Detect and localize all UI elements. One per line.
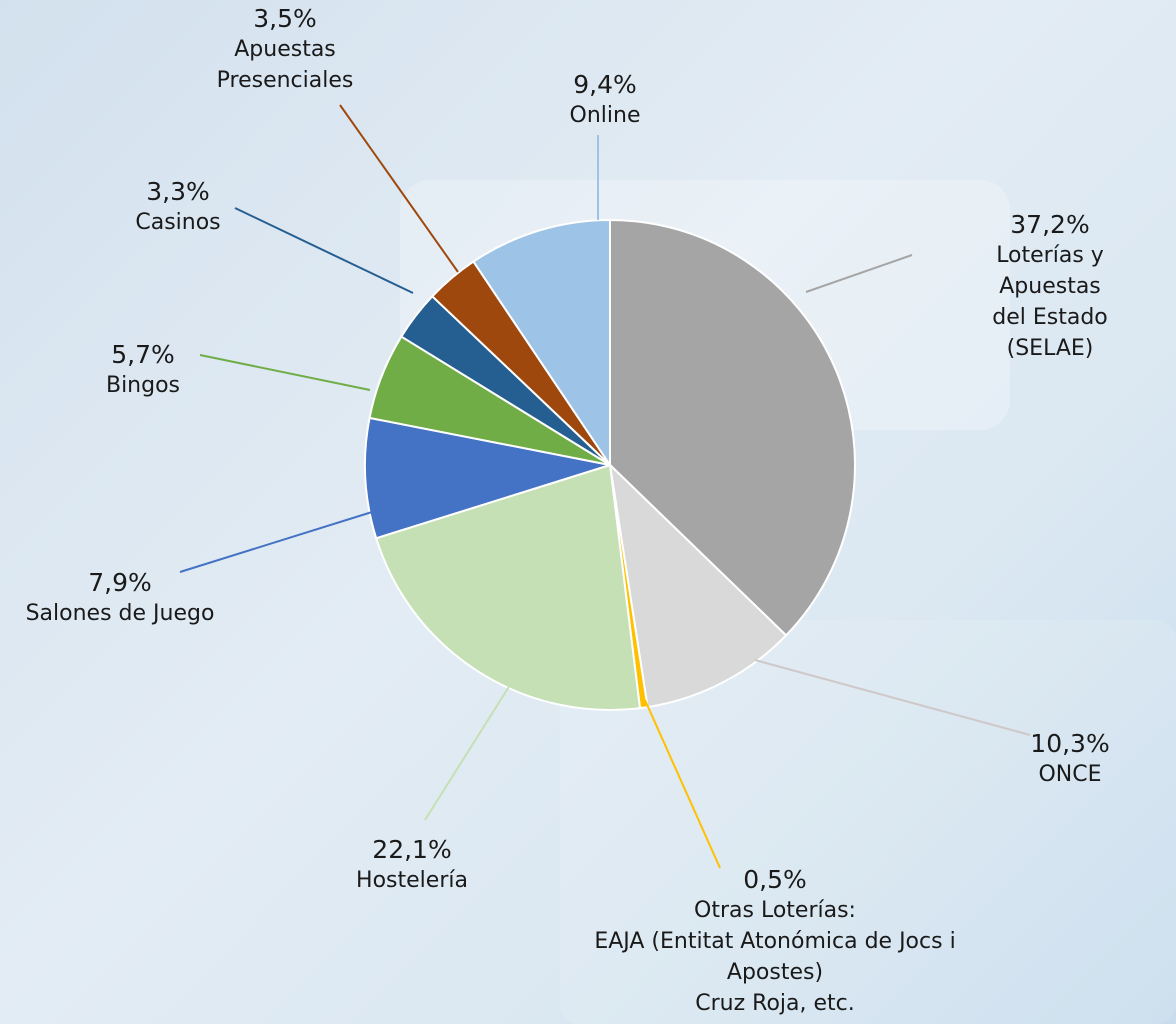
category-label: Loterías y Apuestas del Estado (SELAE) (992, 243, 1108, 361)
value-label: 3,5% (253, 4, 317, 33)
slice-label: 5,7% Bingos (106, 339, 180, 401)
value-label: 10,3% (1030, 729, 1110, 758)
slice-label: 37,2% Loterías y Apuestas del Estado (SEL… (987, 209, 1113, 364)
category-label: Bingos (105, 373, 181, 398)
pie-slice (472, 218, 611, 469)
category-label: Hostelería (356, 868, 468, 893)
leader-line (339, 104, 459, 273)
value-label: 37,2% (1010, 210, 1090, 239)
leader-line (234, 207, 414, 294)
leader-line (424, 684, 511, 821)
slice-label: 3,5% Apuestas Presenciales (217, 3, 354, 96)
pie-slice (608, 462, 788, 709)
leader-line (644, 699, 721, 869)
pie-slice (364, 416, 611, 540)
leader-line (179, 511, 373, 573)
slice-label: 0,5% Otras Loterías: EAJA (Entitat Atonóm… (594, 864, 955, 1019)
category-label: Apuestas Presenciales (216, 37, 354, 93)
slice-label: 9,4% Online (570, 69, 641, 131)
category-label: ONCE (1038, 762, 1102, 787)
slice-label: 3,3% Casinos (135, 176, 220, 238)
leader-line (199, 354, 371, 391)
value-label: 9,4% (573, 70, 637, 99)
background-panel (560, 620, 1176, 1024)
value-label: 5,7% (111, 340, 175, 369)
slice-label: 7,9% Salones de Juego (26, 567, 215, 629)
pie-slice (609, 218, 856, 637)
leader-line (754, 659, 1031, 736)
value-label: 22,1% (372, 835, 452, 864)
value-label: 0,5% (743, 865, 807, 894)
category-label: Online (569, 103, 641, 128)
category-label: Salones de Juego (25, 601, 215, 626)
slice-label: 22,1% Hostelería (356, 834, 468, 896)
category-label: Otras Loterías: EAJA (Entitat Atonómica … (594, 898, 956, 1016)
leader-line (805, 254, 913, 293)
value-label: 3,3% (146, 177, 210, 206)
slice-label: 10,3% ONCE (1030, 728, 1109, 790)
category-label: Casinos (135, 210, 221, 235)
value-label: 7,9% (88, 568, 152, 597)
pie-slice (374, 463, 642, 711)
